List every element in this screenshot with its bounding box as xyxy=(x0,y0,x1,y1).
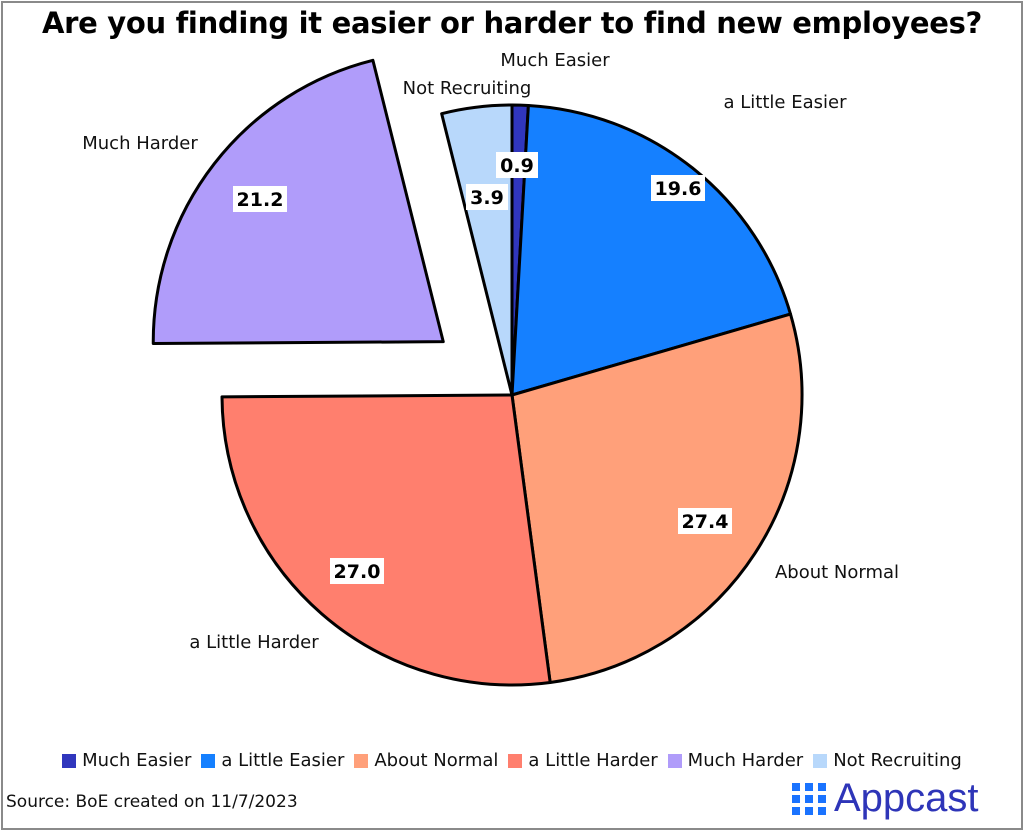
category-label: a Little Harder xyxy=(189,632,319,653)
legend-label: About Normal xyxy=(374,750,499,771)
category-label: Much Harder xyxy=(82,133,198,154)
category-label: Not Recruiting xyxy=(403,78,532,99)
svg-text:19.6: 19.6 xyxy=(655,178,702,200)
legend-item: Much Harder xyxy=(667,750,804,771)
pie-slice-a-little-harder xyxy=(220,393,552,687)
legend-swatch xyxy=(667,753,682,768)
chart-title: Are you finding it easier or harder to f… xyxy=(41,6,983,40)
data-label: 27.4 xyxy=(678,508,732,534)
svg-text:3.9: 3.9 xyxy=(470,187,504,209)
legend-swatch xyxy=(62,753,77,768)
pie-slice-about-normal xyxy=(510,312,804,684)
legend-item: About Normal xyxy=(354,750,498,771)
svg-text:21.2: 21.2 xyxy=(237,189,284,211)
legend-swatch xyxy=(813,753,828,768)
legend-swatch xyxy=(354,753,369,768)
source-note: Source: BoE created on 11/7/2023 xyxy=(6,792,298,812)
logo-mark-icon xyxy=(792,782,826,815)
legend-label: a Little Harder xyxy=(528,750,658,771)
legend-item: a Little Harder xyxy=(508,750,658,771)
legend: Much Easier a Little Easier About Normal… xyxy=(0,750,1024,771)
legend-swatch xyxy=(201,753,216,768)
category-label: About Normal xyxy=(775,562,899,583)
legend-label: Much Easier xyxy=(82,750,192,771)
pie-slice-not-recruiting xyxy=(440,103,514,397)
pie-slice-a-little-easier xyxy=(510,103,792,397)
data-label: 21.2 xyxy=(233,186,287,212)
data-label: 3.9 xyxy=(466,184,508,210)
category-label: Much Easier xyxy=(500,50,610,71)
svg-text:27.4: 27.4 xyxy=(682,511,729,533)
legend-item: Much Easier xyxy=(62,750,191,771)
svg-text:27.0: 27.0 xyxy=(334,561,381,583)
appcast-logo: Appcast xyxy=(792,776,979,821)
category-label: a Little Easier xyxy=(724,92,848,113)
legend-item: Not Recruiting xyxy=(813,750,962,771)
legend-label: a Little Easier xyxy=(221,750,345,771)
legend-label: Much Harder xyxy=(687,750,804,771)
legend-label: Not Recruiting xyxy=(833,750,962,771)
pie-slice-much-harder xyxy=(151,58,445,345)
data-label: 27.0 xyxy=(330,558,384,584)
legend-item: a Little Easier xyxy=(201,750,344,771)
legend-swatch xyxy=(508,753,523,768)
logo-text: Appcast xyxy=(834,776,979,820)
data-label: 0.9 xyxy=(496,152,538,178)
data-label: 19.6 xyxy=(651,175,705,201)
svg-text:0.9: 0.9 xyxy=(500,155,534,177)
